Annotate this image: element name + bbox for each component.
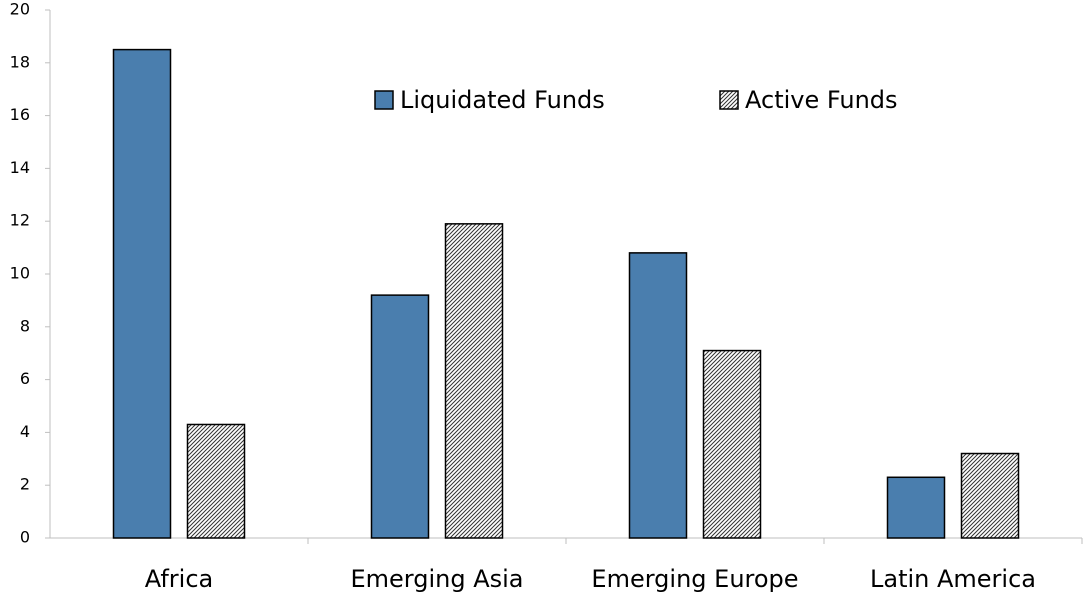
y-tick-label: 0 <box>20 528 30 547</box>
y-tick-label: 14 <box>10 158 30 177</box>
bar <box>886 476 946 539</box>
y-tick-label: 10 <box>10 264 30 283</box>
y-tick-label: 8 <box>20 316 30 335</box>
legend-swatch <box>374 90 394 110</box>
y-tick-label: 12 <box>10 211 30 230</box>
bar <box>960 452 1020 539</box>
y-tick-label: 6 <box>20 369 30 388</box>
bar <box>186 423 246 539</box>
legend-label: Liquidated Funds <box>400 86 605 114</box>
y-tick-label: 20 <box>10 0 30 19</box>
bar <box>702 349 762 539</box>
legend-swatch <box>719 90 739 110</box>
y-tick-label: 18 <box>10 52 30 71</box>
x-tick-label: Emerging Europe <box>591 565 798 593</box>
y-tick-label: 2 <box>20 475 30 494</box>
x-tick-label: Africa <box>145 565 213 593</box>
bar <box>112 48 172 539</box>
x-tick-label: Emerging Asia <box>350 565 523 593</box>
legend-label: Active Funds <box>745 86 898 114</box>
y-tick-label: 4 <box>20 422 30 441</box>
bar <box>444 223 504 539</box>
y-tick-label: 16 <box>10 105 30 124</box>
x-tick-label: Latin America <box>870 565 1036 593</box>
bar <box>370 294 430 539</box>
bar <box>628 252 688 539</box>
